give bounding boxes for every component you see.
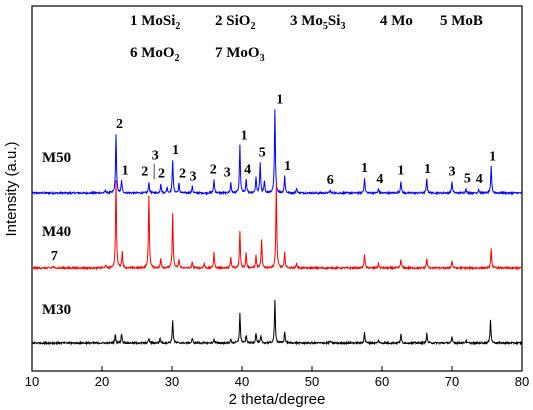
traces <box>31 109 523 346</box>
legend-item-7: 7 MoO3 <box>215 45 265 64</box>
plot-frame <box>31 5 523 372</box>
peak-label: 1 <box>276 92 283 107</box>
legend-item-6: 6 MoO2 <box>130 45 180 64</box>
series-label-m40: M40 <box>42 224 71 240</box>
peak-label: 3 <box>224 166 231 181</box>
peak-label: 2 <box>179 167 186 182</box>
peak-label: 5 <box>464 171 471 186</box>
legend-item-4: 4 Mo <box>380 13 413 29</box>
peak-label: 6 <box>327 173 334 188</box>
peak-label: 1 <box>241 129 248 144</box>
peak-label: 5 <box>259 146 266 161</box>
peak-label: 2 <box>158 167 165 182</box>
series-labels: M50 M40 M30 <box>42 150 71 318</box>
x-tick-label: 70 <box>445 374 459 389</box>
legend: 1 MoSi2 2 SiO2 3 Mo5Si3 4 Mo 5 MoB 6 MoO… <box>130 13 483 64</box>
peak-label: 3 <box>190 169 197 184</box>
peak-label: 1 <box>361 161 368 176</box>
peak-label: 2 <box>116 117 123 132</box>
peak-label: 1 <box>489 149 496 164</box>
x-tick-label: 40 <box>235 374 249 389</box>
x-ticks: 10 20 30 40 50 60 70 80 <box>25 366 529 389</box>
x-tick-label: 20 <box>95 374 109 389</box>
x-axis-title: 2 theta/degree <box>229 391 326 408</box>
legend-item-3: 3 Mo5Si3 <box>290 13 345 32</box>
x-tick-label: 80 <box>515 374 529 389</box>
peak-label: 1 <box>172 143 179 158</box>
peak-label: 7 <box>51 249 58 264</box>
series-label-m30: M30 <box>42 302 71 318</box>
series-line-m50 <box>31 109 523 196</box>
x-tick-label: 50 <box>305 374 319 389</box>
y-axis-title: Intensity (a.u.) <box>3 141 20 236</box>
peak-label: 1 <box>424 162 431 177</box>
peak-label: 3 <box>449 165 456 180</box>
peak-label: 2 <box>210 163 217 178</box>
peak-label: 3 <box>152 149 159 164</box>
x-tick-label: 10 <box>25 374 39 389</box>
peak-label: 4 <box>244 163 251 178</box>
legend-item-2: 2 SiO2 <box>215 13 255 32</box>
x-tick-label: 60 <box>375 374 389 389</box>
series-line-m40 <box>31 180 523 271</box>
legend-item-1: 1 MoSi2 <box>130 13 180 32</box>
legend-item-5: 5 MoB <box>440 13 483 29</box>
peak-label: 2 <box>141 165 148 180</box>
peak-label: 1 <box>122 164 129 179</box>
peak-label: 1 <box>284 159 291 174</box>
peak-label: 1 <box>397 164 404 179</box>
series-line-m30 <box>31 299 523 346</box>
peak-label: 4 <box>476 172 483 187</box>
series-label-m50: M50 <box>42 150 71 166</box>
x-tick-label: 30 <box>165 374 179 389</box>
peak-label: 4 <box>376 172 383 187</box>
